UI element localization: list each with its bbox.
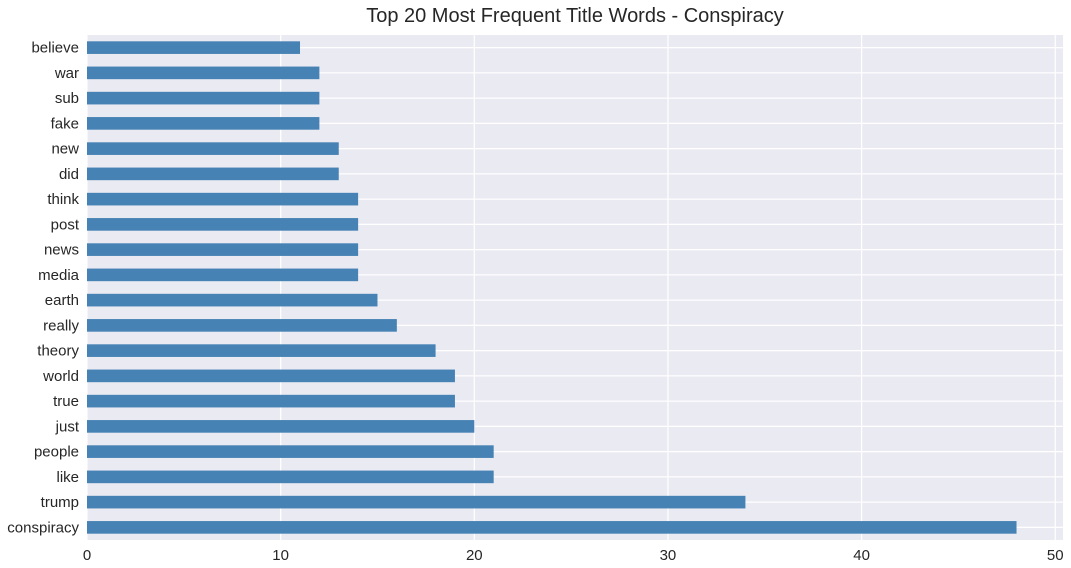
bar-really — [87, 319, 397, 332]
bar-new — [87, 142, 339, 155]
y-tick-label-conspiracy: conspiracy — [7, 519, 79, 536]
y-tick-label-war: war — [54, 65, 79, 82]
y-tick-label-really: really — [43, 317, 79, 334]
bar-did — [87, 167, 339, 181]
bar-theory — [87, 344, 436, 357]
bar-media — [87, 268, 359, 282]
x-tick-label: 40 — [853, 547, 870, 564]
bar-conspiracy — [87, 521, 1017, 534]
y-tick-label-true: true — [53, 393, 79, 410]
bars — [87, 41, 1017, 534]
chart-title: Top 20 Most Frequent Title Words - Consp… — [366, 5, 784, 27]
bar-believe — [87, 41, 301, 54]
bar-think — [87, 192, 359, 206]
y-tick-label-sub: sub — [55, 90, 79, 107]
bar-just — [87, 420, 475, 433]
y-tick-label-post: post — [51, 216, 80, 233]
x-tick-label: 10 — [272, 547, 289, 564]
y-tick-label-just: just — [55, 418, 80, 435]
bar-sub — [87, 91, 320, 105]
y-tick-label-fake: fake — [51, 115, 79, 132]
bar-true — [87, 394, 455, 408]
y-tick-label-trump: trump — [41, 494, 79, 511]
bar-trump — [87, 495, 746, 509]
y-tick-label-theory: theory — [37, 343, 79, 360]
y-tick-label-new: new — [51, 141, 79, 158]
y-tick-label-news: news — [44, 242, 79, 259]
bar-fake — [87, 117, 320, 130]
y-tick-label-believe: believe — [31, 40, 79, 57]
bar-world — [87, 369, 455, 383]
bar-post — [87, 218, 359, 231]
x-tick-label: 0 — [83, 547, 91, 564]
bar-earth — [87, 293, 378, 307]
bar-like — [87, 470, 494, 484]
y-tick-label-world: world — [42, 368, 79, 385]
bar-news — [87, 243, 359, 256]
bar-war — [87, 66, 320, 80]
x-tick-label: 20 — [466, 547, 483, 564]
y-tick-label-media: media — [38, 267, 80, 284]
y-tick-label-like: like — [56, 469, 79, 486]
x-tick-labels: 0 10 20 30 40 50 — [83, 547, 1064, 564]
y-tick-labels: conspiracy trump like people just true world th… — [7, 40, 80, 537]
y-tick-label-did: did — [59, 166, 79, 183]
y-tick-label-think: think — [47, 191, 79, 208]
x-tick-label: 50 — [1047, 547, 1064, 564]
y-tick-label-earth: earth — [45, 292, 79, 309]
y-tick-label-people: people — [34, 444, 79, 461]
plot-background — [87, 35, 1063, 540]
bar-people — [87, 445, 494, 458]
x-tick-label: 30 — [660, 547, 677, 564]
